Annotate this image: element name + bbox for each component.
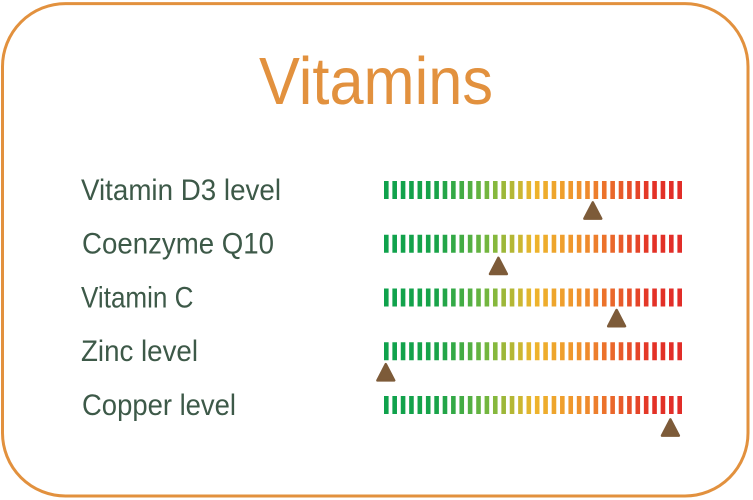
svg-text:Copper level: Copper level xyxy=(82,389,236,422)
svg-text:Zinc level: Zinc level xyxy=(81,335,198,368)
svg-text:Vitamin D3 level: Vitamin D3 level xyxy=(81,174,281,207)
svg-text:Vitamin C: Vitamin C xyxy=(81,281,194,314)
svg-text:Coenzyme Q10: Coenzyme Q10 xyxy=(82,228,274,261)
svg-text:Vitamins: Vitamins xyxy=(259,45,493,119)
